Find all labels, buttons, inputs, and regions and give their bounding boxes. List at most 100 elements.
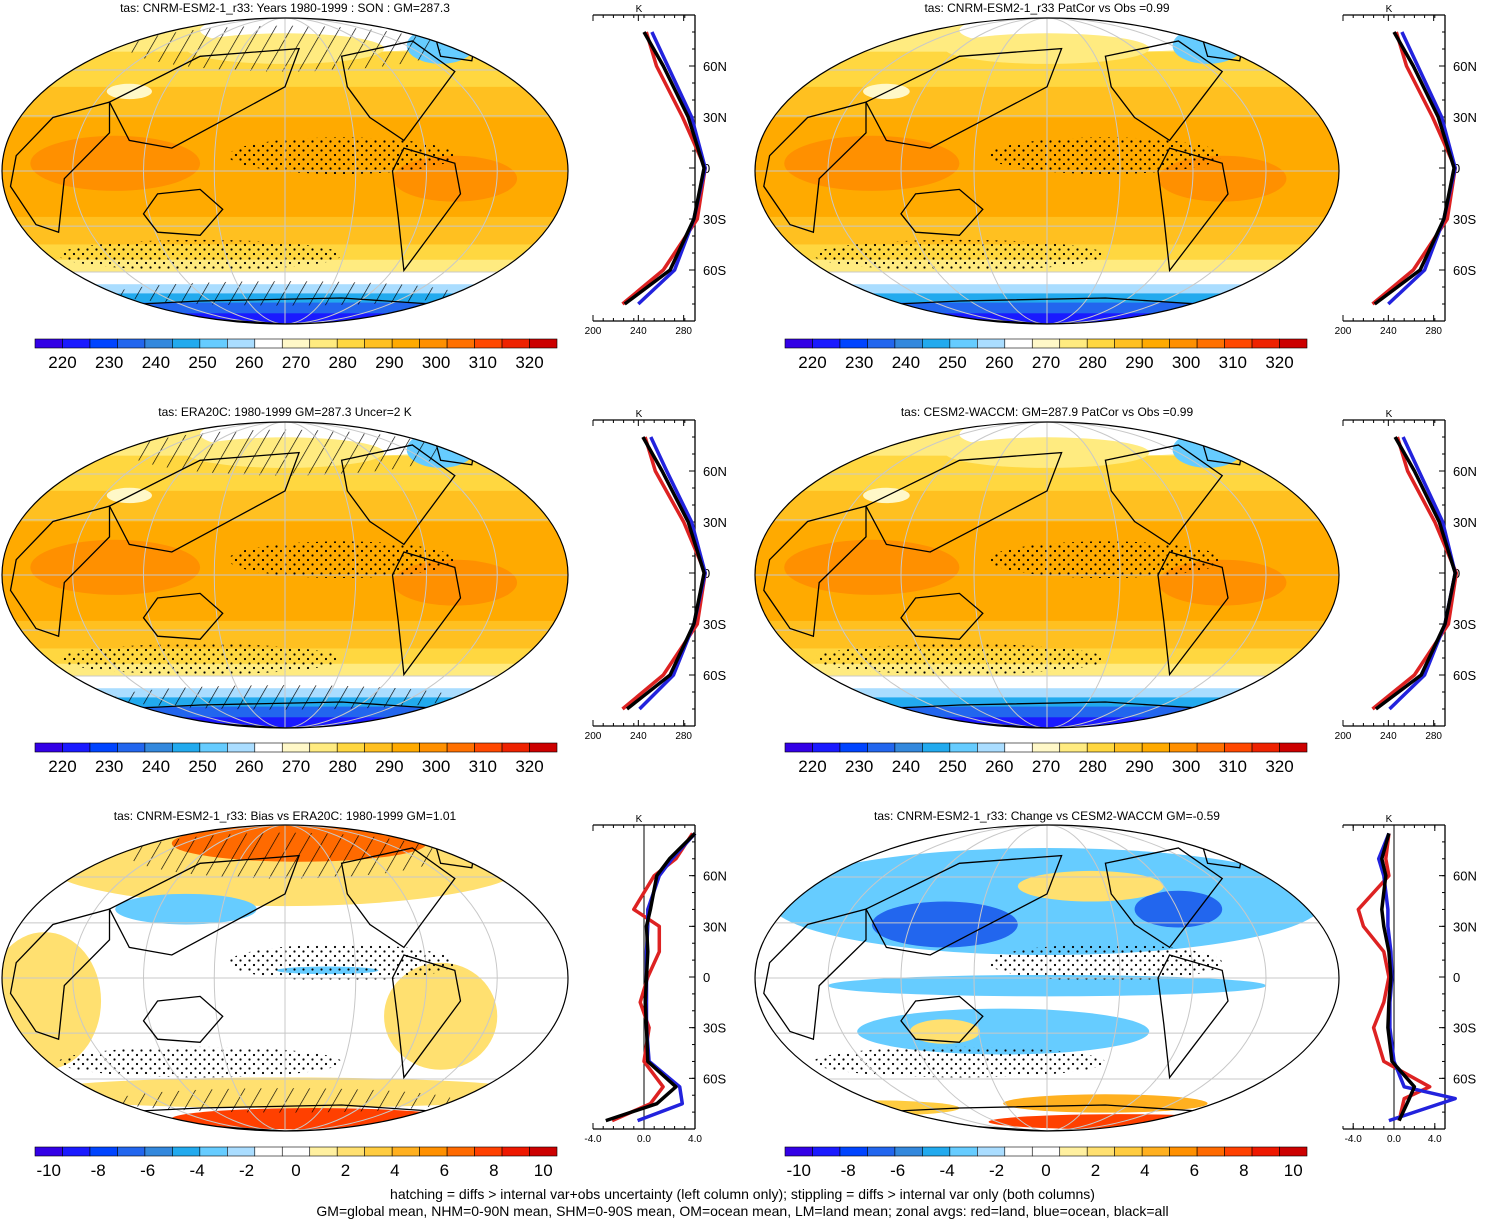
profile-x-tick-label: -4.0 (584, 1134, 602, 1145)
map-outline (754, 824, 1340, 1132)
profile-lat-label: 60S (703, 263, 726, 278)
colorbar-box (364, 1146, 393, 1157)
longitude-gridline (973, 422, 1121, 728)
colorbar-label: 250 (188, 353, 216, 372)
colorbar-box (62, 338, 91, 349)
longitude-gridline (213, 422, 357, 728)
profile-x-tick-label: 4.0 (688, 1134, 702, 1145)
colorbar-label: 320 (1265, 353, 1293, 372)
colorbar-box (1224, 742, 1253, 753)
colorbar-box (867, 338, 896, 349)
map (1, 824, 569, 1132)
profile-unit-label: K (636, 4, 643, 15)
colorbar-label: 270 (282, 757, 310, 776)
profile-lat-label: 30S (1453, 1021, 1476, 1036)
colorbar-label: 250 (938, 757, 966, 776)
colorbar-label: 290 (375, 353, 403, 372)
colorbar-box (784, 742, 813, 753)
colorbar-box (1031, 1146, 1061, 1157)
colorbar-box (501, 1146, 530, 1157)
longitude-gridline (72, 825, 498, 1131)
colorbar-box (1224, 338, 1253, 349)
colorbar-label: -8 (91, 1161, 106, 1180)
colorbar-box (977, 742, 1006, 753)
greenland-cold (1172, 27, 1243, 64)
longitude-gridline (213, 18, 357, 324)
north-america-coastline (340, 847, 456, 949)
colorbar-label: 280 (329, 353, 357, 372)
colorbar-box (1004, 742, 1033, 753)
map-field (755, 825, 1339, 1131)
australia-coastline (142, 188, 224, 236)
longitude-gridline (900, 422, 1194, 728)
colorbar-box (949, 1146, 978, 1157)
colorbar-label: -2 (989, 1161, 1004, 1180)
map-field (755, 18, 1339, 324)
longitude-gridline (900, 18, 1194, 324)
stippling (58, 643, 342, 675)
stippling (228, 541, 455, 579)
australia-coastline (900, 995, 984, 1043)
australia-coastline (142, 995, 224, 1043)
colorbar-label: -6 (140, 1161, 155, 1180)
profile-lat-label: 30N (703, 919, 727, 934)
profile-lat-label: 60S (1453, 668, 1476, 683)
colorbar-label: 6 (440, 1161, 449, 1180)
longitude-gridline (973, 825, 1121, 1131)
south-america-coastline (391, 147, 462, 273)
south-america-coastline (391, 551, 462, 677)
colorbar-box (227, 1146, 256, 1157)
colorbar: 220 230 240 250 260 270 280 290 300 310 320 (34, 338, 558, 372)
colorbar-label: 240 (892, 757, 920, 776)
map-outline (1, 421, 569, 729)
colorbar-label: 230 (95, 353, 123, 372)
colorbar-label: 0 (291, 1161, 300, 1180)
asia-coastline (108, 854, 301, 956)
profile-lat-label: 30S (703, 1021, 726, 1036)
australia-coastline (900, 592, 984, 640)
africa-coastline (9, 101, 111, 234)
colorbar-box (254, 1146, 283, 1157)
colorbar-box (62, 1146, 91, 1157)
colorbar-label: -6 (890, 1161, 905, 1180)
map (1, 17, 569, 325)
asia-coastline (865, 451, 1063, 553)
colorbar: 220 230 240 250 260 270 280 290 300 310 320 (34, 742, 558, 776)
colorbar-label: 4 (1140, 1161, 1149, 1180)
profile-x-tick-label: 280 (675, 326, 692, 337)
colorbar-box (1251, 1146, 1280, 1157)
asia-coastline (865, 47, 1063, 149)
colorbar-box (1224, 1146, 1253, 1157)
colorbar-label: 280 (1079, 353, 1107, 372)
colorbar-box (62, 742, 91, 753)
colorbar-label: 8 (489, 1161, 498, 1180)
colorbar-label: 10 (534, 1161, 553, 1180)
north-america-coastline (1104, 444, 1224, 546)
profile-x-tick-label: -4.0 (1345, 1134, 1363, 1145)
colorbar-box (391, 338, 420, 349)
colorbar-box (281, 742, 311, 753)
colorbar-box (172, 338, 201, 349)
colorbar-box (1279, 742, 1308, 753)
warm-pool-west (784, 135, 960, 191)
africa-coastline (763, 908, 867, 1041)
colorbar-box (34, 742, 63, 753)
colorbar-label: 310 (469, 757, 497, 776)
land-zonal-line (611, 832, 694, 1123)
map-field (2, 422, 568, 728)
colorbar-label: 300 (1172, 353, 1200, 372)
colorbar-box (1169, 338, 1198, 349)
colorbar-label: 220 (48, 757, 76, 776)
colorbar-box (1251, 742, 1280, 753)
profile-lat-label: 60S (703, 668, 726, 683)
longitude-gridline (72, 422, 498, 728)
colorbar: 220 230 240 250 260 270 280 290 300 310 320 (784, 742, 1308, 776)
colorbar-box (1059, 1146, 1088, 1157)
colorbar-box (529, 338, 558, 349)
asia-strong-cold (871, 901, 1018, 948)
colorbar-box (391, 1146, 420, 1157)
zonal-profile: K -4.0 0.0 4.0 60N 30N 0 30S 60S (1342, 814, 1477, 1145)
map-outline (1, 824, 569, 1132)
